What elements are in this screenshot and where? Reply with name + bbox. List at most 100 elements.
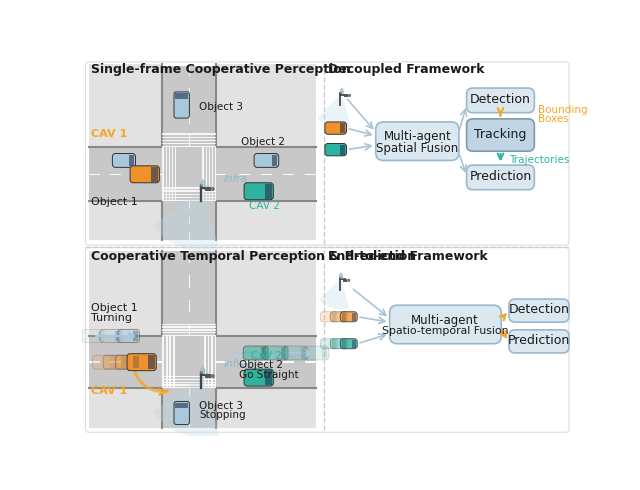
Bar xyxy=(261,347,266,359)
Bar xyxy=(204,336,206,389)
FancyBboxPatch shape xyxy=(244,183,273,200)
FancyBboxPatch shape xyxy=(86,247,569,432)
Text: Object 1: Object 1 xyxy=(91,303,138,314)
Bar xyxy=(131,362,141,363)
Bar xyxy=(133,356,139,368)
Bar xyxy=(342,313,346,320)
Bar xyxy=(90,389,163,428)
FancyBboxPatch shape xyxy=(115,355,140,369)
Bar xyxy=(216,64,316,147)
Text: CAV 1: CAV 1 xyxy=(91,386,127,396)
Text: Bounding: Bounding xyxy=(538,105,588,115)
Bar xyxy=(239,173,250,175)
Bar xyxy=(90,201,163,240)
Bar xyxy=(352,340,356,347)
Bar xyxy=(98,331,102,342)
FancyBboxPatch shape xyxy=(127,354,156,370)
FancyBboxPatch shape xyxy=(330,312,348,322)
Wedge shape xyxy=(153,190,220,251)
Bar xyxy=(163,382,216,383)
Circle shape xyxy=(348,94,351,97)
Bar xyxy=(216,201,316,240)
Bar xyxy=(90,362,100,363)
FancyBboxPatch shape xyxy=(86,62,569,245)
Wedge shape xyxy=(317,94,351,128)
Bar xyxy=(175,403,188,408)
FancyBboxPatch shape xyxy=(320,312,337,322)
Bar xyxy=(352,313,356,320)
Bar xyxy=(90,336,316,389)
Bar xyxy=(261,362,272,363)
Bar xyxy=(121,356,126,368)
Bar xyxy=(166,336,168,389)
FancyBboxPatch shape xyxy=(467,119,534,151)
Wedge shape xyxy=(319,278,349,309)
Wedge shape xyxy=(153,376,220,438)
Text: Spatial Fusion: Spatial Fusion xyxy=(376,142,458,155)
FancyBboxPatch shape xyxy=(330,339,348,349)
Bar xyxy=(152,362,163,363)
Bar xyxy=(283,173,294,175)
Text: Go Straight: Go Straight xyxy=(239,369,299,380)
Bar xyxy=(175,147,176,201)
Text: CAV 1: CAV 1 xyxy=(91,129,127,139)
Bar xyxy=(305,362,316,363)
Bar xyxy=(133,331,138,342)
Bar xyxy=(209,147,210,201)
Bar xyxy=(212,147,213,201)
Bar xyxy=(163,133,216,135)
Bar xyxy=(189,201,190,209)
Bar xyxy=(163,196,216,198)
Bar xyxy=(131,173,141,175)
Bar xyxy=(283,362,294,363)
Bar xyxy=(261,173,272,175)
Bar xyxy=(205,147,207,201)
FancyBboxPatch shape xyxy=(243,346,268,360)
Bar xyxy=(163,200,216,201)
Text: Multi-agent: Multi-agent xyxy=(383,130,451,143)
Text: Boxes: Boxes xyxy=(538,114,569,124)
FancyBboxPatch shape xyxy=(467,165,534,190)
Bar xyxy=(90,173,100,175)
Bar xyxy=(163,147,164,201)
Bar xyxy=(163,146,216,147)
FancyBboxPatch shape xyxy=(304,346,329,360)
Bar xyxy=(170,336,172,389)
Bar xyxy=(115,331,120,342)
Bar xyxy=(216,362,227,363)
Text: Infra: Infra xyxy=(224,359,248,369)
FancyBboxPatch shape xyxy=(263,346,288,360)
FancyBboxPatch shape xyxy=(130,166,159,183)
Bar xyxy=(189,64,190,76)
Text: Spatio-temporal Fusion: Spatio-temporal Fusion xyxy=(382,326,508,336)
Bar xyxy=(266,370,272,385)
Bar xyxy=(175,93,188,99)
Bar xyxy=(152,173,163,175)
Bar xyxy=(189,420,190,428)
FancyBboxPatch shape xyxy=(325,122,346,134)
Bar xyxy=(163,379,216,380)
Bar xyxy=(342,340,346,347)
Text: Detection: Detection xyxy=(470,93,531,106)
Bar xyxy=(189,389,190,396)
Bar xyxy=(163,335,216,336)
Bar xyxy=(189,275,190,288)
Bar xyxy=(216,173,227,175)
Bar xyxy=(163,251,216,428)
Bar xyxy=(163,387,216,389)
Text: CAV 2: CAV 2 xyxy=(250,201,280,211)
Bar xyxy=(189,300,190,312)
Bar xyxy=(148,355,155,369)
Bar xyxy=(216,389,316,428)
Bar xyxy=(163,137,216,138)
Bar xyxy=(110,173,121,175)
Bar xyxy=(332,313,336,320)
FancyBboxPatch shape xyxy=(320,339,337,349)
Bar xyxy=(272,155,277,166)
Bar xyxy=(281,347,287,359)
Bar xyxy=(189,88,190,100)
Bar xyxy=(163,67,216,240)
Bar xyxy=(163,324,216,325)
Bar xyxy=(207,336,209,389)
Bar xyxy=(172,147,173,201)
